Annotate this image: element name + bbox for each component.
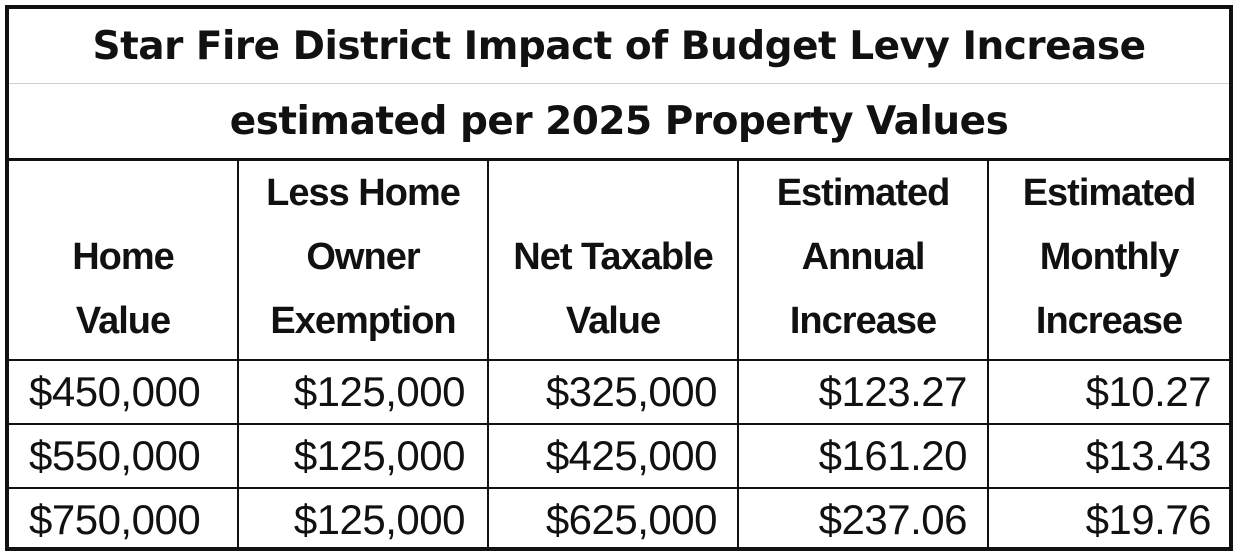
cell-exemption[interactable]: $125,000 <box>238 424 489 489</box>
header-line: Annual <box>801 236 926 278</box>
header-row: Home Value Less Home Owner Exemption Net… <box>9 159 1230 361</box>
cell-home-value[interactable]: $750,000 <box>9 488 239 551</box>
header-home-value[interactable]: Home Value <box>9 159 239 361</box>
header-monthly-increase[interactable]: Estimated Monthly Increase <box>988 159 1230 361</box>
cell-exemption[interactable]: $125,000 <box>238 488 489 551</box>
header-line: Home <box>72 236 175 278</box>
cell-monthly-increase[interactable]: $19.76 <box>1085 496 1212 543</box>
header-line: Value <box>565 300 661 342</box>
header-line: Monthly <box>1039 236 1180 278</box>
cell-home-value[interactable]: $450,000 <box>9 360 239 425</box>
cell-monthly-increase[interactable]: $13.43 <box>988 424 1230 489</box>
title-row-1: Star Fire District Impact of Budget Levy… <box>9 9 1230 84</box>
header-exemption[interactable]: Less Home Owner Exemption <box>238 159 489 361</box>
cell-net-taxable[interactable]: $425,000 <box>488 424 739 489</box>
header-net-taxable[interactable]: Net Taxable Value <box>488 159 739 361</box>
header-line: Owner <box>306 236 420 278</box>
header-line: Exemption <box>270 300 456 342</box>
title-row-2: estimated per 2025 Property Values <box>9 83 1230 161</box>
header-line: Value <box>75 300 171 342</box>
cell-home-value[interactable]: $550,000 <box>9 424 239 489</box>
cell-annual-increase[interactable]: $123.27 <box>738 360 989 425</box>
cell-annual-increase[interactable]: $237.06 <box>738 488 989 551</box>
header-line: Estimated <box>1022 172 1197 214</box>
cell-exemption[interactable]: $125,000 <box>238 360 489 425</box>
table-row: $450,000 $125,000 $325,000 $123.27 $10.2… <box>9 360 1230 425</box>
header-line: Less Home <box>266 172 461 214</box>
header-line: Increase <box>789 300 937 342</box>
header-line: Increase <box>1035 300 1183 342</box>
cell-net-taxable[interactable]: $625,000 <box>488 488 739 551</box>
cell-monthly-increase[interactable]: $10.27 <box>988 360 1230 425</box>
levy-impact-table: Star Fire District Impact of Budget Levy… <box>9 9 1230 551</box>
header-line: Net Taxable <box>513 236 713 278</box>
cell-net-taxable[interactable]: $325,000 <box>488 360 739 425</box>
table-row: $550,000 $125,000 $425,000 $161.20 $13.4… <box>9 424 1230 489</box>
spreadsheet-table-frame: Star Fire District Impact of Budget Levy… <box>5 5 1233 551</box>
table-row: $750,000 $125,000 $625,000 $237.06 $19.7… <box>9 488 1229 551</box>
header-line: Estimated <box>776 172 951 214</box>
cell-annual-increase[interactable]: $161.20 <box>738 424 989 489</box>
header-annual-increase[interactable]: Estimated Annual Increase <box>738 159 989 361</box>
table-title[interactable]: Star Fire District Impact of Budget Levy… <box>9 9 1230 84</box>
table-subtitle[interactable]: estimated per 2025 Property Values <box>9 83 1230 161</box>
